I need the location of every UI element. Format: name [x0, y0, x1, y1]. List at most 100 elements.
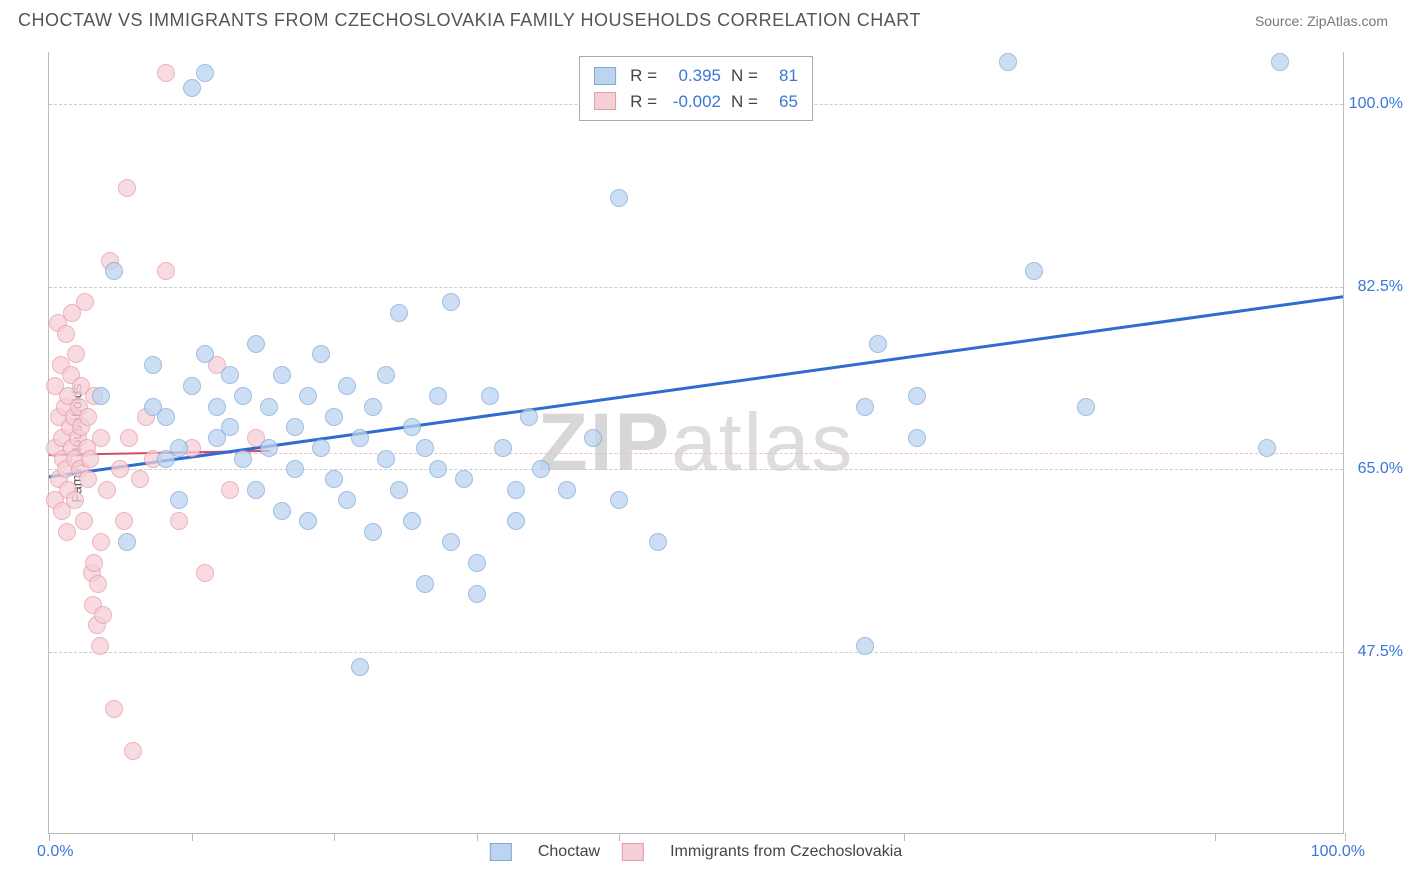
data-point: [468, 585, 486, 603]
legend-swatch-choctaw: [490, 843, 512, 861]
data-point: [94, 606, 112, 624]
legend-n-value: 65: [768, 89, 798, 115]
data-point: [390, 304, 408, 322]
data-point: [118, 533, 136, 551]
data-point: [260, 398, 278, 416]
data-point: [260, 439, 278, 457]
legend-r-value: 0.395: [667, 63, 721, 89]
data-point: [98, 481, 116, 499]
data-point: [57, 325, 75, 343]
data-point: [221, 366, 239, 384]
data-point: [1025, 262, 1043, 280]
data-point: [221, 481, 239, 499]
data-point: [234, 450, 252, 468]
data-point: [325, 470, 343, 488]
data-point: [183, 79, 201, 97]
data-point: [338, 377, 356, 395]
data-point: [170, 491, 188, 509]
data-point: [468, 554, 486, 572]
data-point: [286, 418, 304, 436]
data-point: [610, 491, 628, 509]
data-point: [377, 366, 395, 384]
data-point: [58, 523, 76, 541]
data-point: [364, 523, 382, 541]
data-point: [81, 450, 99, 468]
data-point: [92, 533, 110, 551]
data-point: [79, 470, 97, 488]
data-point: [66, 491, 84, 509]
y-axis-label: 82.5%: [1358, 278, 1403, 296]
data-point: [234, 387, 252, 405]
data-point: [91, 637, 109, 655]
legend-r-label: R =: [630, 89, 657, 115]
data-point: [273, 502, 291, 520]
data-point: [856, 398, 874, 416]
data-point: [610, 189, 628, 207]
data-point: [196, 345, 214, 363]
data-point: [1077, 398, 1095, 416]
y-axis-label: 65.0%: [1358, 460, 1403, 478]
data-point: [286, 460, 304, 478]
data-point: [999, 53, 1017, 71]
data-point: [124, 742, 142, 760]
data-point: [455, 470, 473, 488]
data-point: [273, 366, 291, 384]
data-point: [532, 460, 550, 478]
data-point: [558, 481, 576, 499]
chart-title: CHOCTAW VS IMMIGRANTS FROM CZECHOSLOVAKI…: [18, 10, 921, 31]
data-point: [157, 408, 175, 426]
data-point: [85, 554, 103, 572]
data-point: [481, 387, 499, 405]
legend-swatch-czech: [594, 92, 616, 110]
data-point: [869, 335, 887, 353]
data-point: [908, 387, 926, 405]
data-point: [196, 564, 214, 582]
data-point: [856, 637, 874, 655]
y-axis-label: 100.0%: [1349, 95, 1403, 113]
data-point: [338, 491, 356, 509]
data-point: [299, 387, 317, 405]
legend-label-choctaw: Choctaw: [538, 843, 600, 861]
data-point: [390, 481, 408, 499]
data-point: [312, 345, 330, 363]
data-point: [908, 429, 926, 447]
data-point: [351, 429, 369, 447]
data-point: [144, 356, 162, 374]
legend-label-czech: Immigrants from Czechoslovakia: [670, 843, 902, 861]
data-point: [442, 293, 460, 311]
legend-r-label: R =: [630, 63, 657, 89]
data-point: [75, 512, 93, 530]
data-point: [1258, 439, 1276, 457]
x-axis-min-label: 0.0%: [37, 843, 73, 861]
data-point: [105, 700, 123, 718]
legend-n-label: N =: [731, 89, 758, 115]
data-point: [79, 408, 97, 426]
data-point: [67, 345, 85, 363]
data-point: [247, 481, 265, 499]
legend-correlation-box: R = 0.395 N = 81 R = -0.002 N = 65: [579, 56, 813, 121]
data-point: [157, 262, 175, 280]
data-point: [351, 658, 369, 676]
data-point: [92, 387, 110, 405]
data-point: [649, 533, 667, 551]
legend-r-value: -0.002: [667, 89, 721, 115]
data-point: [115, 512, 133, 530]
data-point: [118, 179, 136, 197]
data-point: [170, 512, 188, 530]
data-point: [325, 408, 343, 426]
data-point: [221, 418, 239, 436]
data-point: [403, 418, 421, 436]
x-axis-max-label: 100.0%: [1311, 843, 1365, 861]
data-point: [111, 460, 129, 478]
data-point: [208, 398, 226, 416]
chart-plot-area: Family Households ZIPatlas 47.5%65.0%82.…: [48, 52, 1344, 834]
data-point: [92, 429, 110, 447]
data-point: [507, 481, 525, 499]
data-point: [299, 512, 317, 530]
data-point: [196, 64, 214, 82]
data-point: [312, 439, 330, 457]
data-point: [429, 460, 447, 478]
scatter-points: [49, 52, 1343, 833]
data-point: [105, 262, 123, 280]
data-point: [157, 64, 175, 82]
